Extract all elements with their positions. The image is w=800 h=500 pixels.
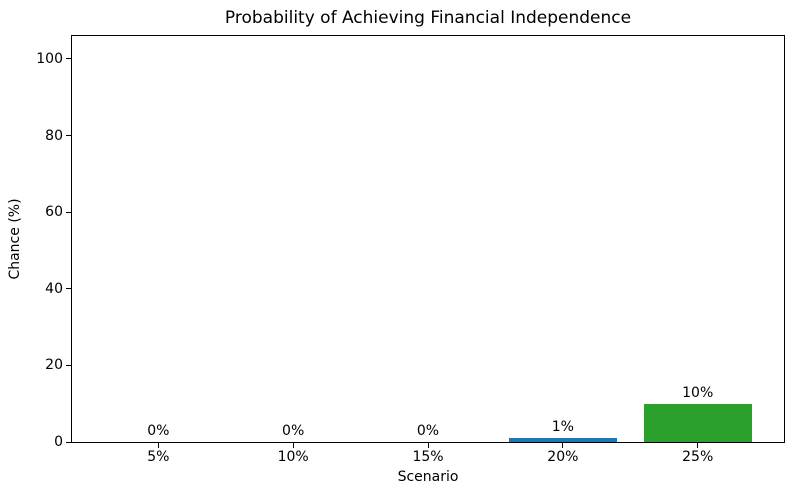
bar-value-label: 0% [282,423,305,439]
x-tick-label: 25% [682,449,714,465]
y-tick-mark [66,135,71,137]
y-tick-mark [66,58,71,60]
y-tick-mark [66,288,71,290]
plot-area: 0 20 40 60 80 100 0% 5% 0% 10% 0% 15% 1% 20% 10% 25% [36,35,785,465]
y-tick-label: 80 [45,127,63,144]
bar-value-label: 1% [551,419,574,436]
y-tick-label: 40 [45,280,63,297]
x-tick-mark [157,443,159,448]
x-tick-label: 5% [147,449,170,465]
x-tick-label: 20% [547,449,579,465]
y-tick-label: 0 [54,434,63,450]
y-tick-mark [66,364,71,366]
x-tick-label: 10% [277,449,309,465]
x-axis-label: Scenario [397,469,459,485]
chart-title: Probability of Achieving Financial Indep… [224,8,632,28]
x-tick-mark [427,443,429,448]
x-tick-label: 15% [412,449,444,465]
x-tick-mark [562,443,564,448]
x-tick-mark [697,443,699,448]
bar [643,403,752,442]
y-tick-label: 100 [36,50,63,67]
y-tick-label: 20 [45,357,63,374]
bar-value-label: 0% [147,423,170,439]
x-tick-mark [292,443,294,448]
y-axis-label: Chance (%) [7,198,23,280]
bar-value-label: 0% [416,423,440,439]
y-tick-mark [66,441,71,443]
bar [508,438,617,442]
y-tick-label: 60 [45,204,63,221]
y-tick-mark [66,211,71,213]
bar-value-label: 10% [682,384,714,401]
